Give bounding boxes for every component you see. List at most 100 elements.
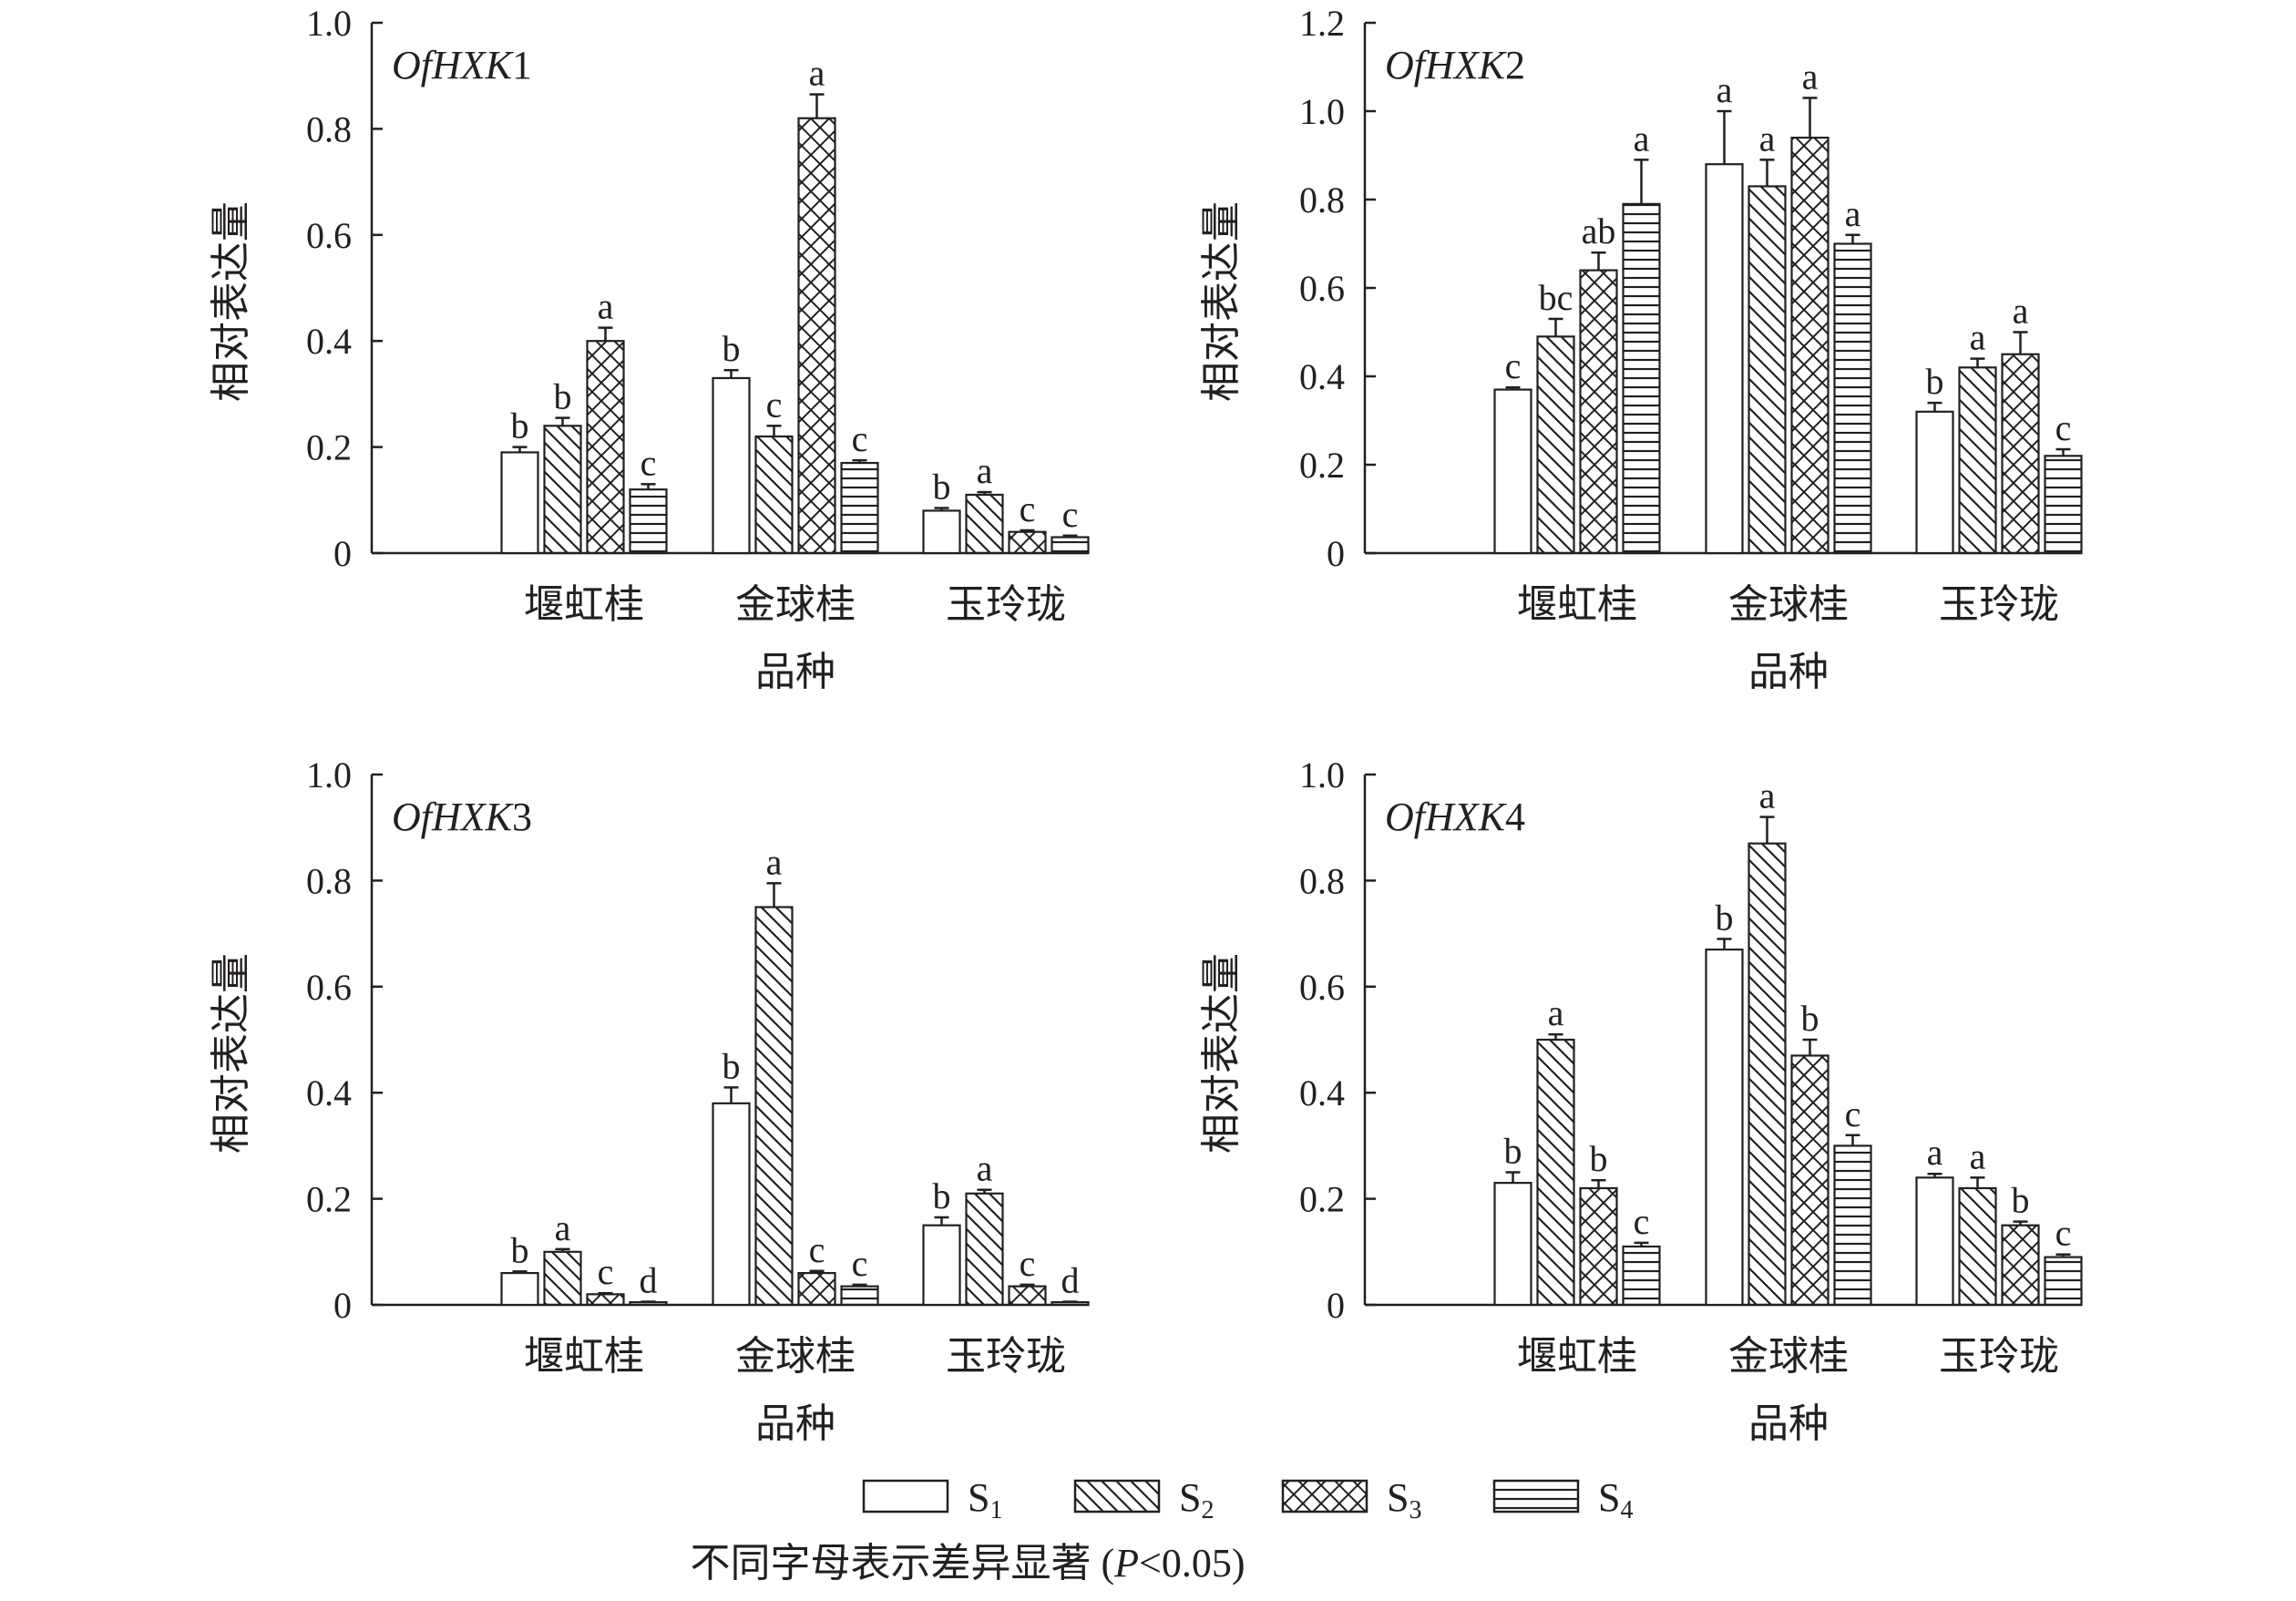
bar-s2-3: [1958, 366, 1997, 555]
gene-label: OfHXK4: [1385, 795, 1525, 839]
bar-s2-1: [1536, 335, 1575, 555]
significance-letter: c: [1020, 1243, 1036, 1284]
y-tick-label: 0: [1327, 533, 1345, 574]
bar-s2-1: [543, 1250, 582, 1307]
significance-letter: c: [852, 418, 868, 459]
y-tick-label: 0.6: [306, 215, 352, 256]
significance-letter: c: [641, 442, 657, 483]
bar-s3-2: [797, 1271, 836, 1307]
bar-s4-1: [629, 488, 668, 555]
bar-s2-3: [1958, 1186, 1997, 1307]
legend-label-s1: S1: [968, 1475, 1002, 1524]
bar-s4-3: [2044, 1256, 2083, 1307]
bar-s1-3: [922, 1224, 961, 1307]
bar-s4-3: [2044, 455, 2083, 555]
bar-s4-2: [840, 1285, 879, 1307]
y-axis-label: 相对表达量: [1199, 201, 1244, 402]
significance-letter: b: [511, 405, 529, 446]
significance-letter: c: [1062, 494, 1079, 535]
significance-letter: d: [1061, 1260, 1080, 1301]
bar-s1-3: [1915, 410, 1954, 555]
bar-s1-3: [922, 509, 961, 555]
x-tick-label: 堰虹桂: [1517, 582, 1637, 627]
significance-letter: c: [2055, 1213, 2072, 1254]
y-tick-label: 0.6: [1299, 268, 1345, 309]
significance-letter: b: [723, 328, 741, 369]
significance-letter: ab: [1582, 210, 1616, 251]
y-tick-label: 0.2: [1299, 445, 1345, 486]
legend-swatch-s1: [862, 1479, 949, 1514]
bar-s2-2: [1748, 842, 1787, 1307]
bar-s3-3: [1008, 530, 1047, 555]
bar-s3-1: [586, 1293, 625, 1307]
significance-letter: c: [598, 1251, 614, 1292]
x-axis-label: 品种: [1748, 650, 1829, 694]
bar-s1-1: [1493, 1182, 1532, 1307]
y-tick-label: 0.4: [306, 321, 352, 362]
x-axis-label: 品种: [755, 650, 835, 694]
bar-s2-1: [1536, 1038, 1575, 1307]
gene-label: OfHXK1: [392, 43, 532, 87]
bar-s1-1: [1493, 388, 1532, 555]
bar-s3-2: [797, 117, 836, 555]
footnote: 不同字母表示差异显著 (P<0.05): [690, 1541, 1245, 1586]
significance-letter: b: [1504, 1131, 1522, 1172]
bar-s4-3: [1051, 536, 1090, 555]
bar-s4-1: [1622, 202, 1661, 555]
significance-letter: d: [640, 1260, 658, 1301]
significance-letter: a: [1548, 992, 1564, 1033]
y-tick-label: 0.2: [306, 427, 352, 468]
significance-letter: a: [1717, 69, 1733, 110]
y-tick-label: 0: [1327, 1285, 1345, 1326]
significance-letter: a: [598, 286, 614, 327]
y-tick-label: 0.2: [306, 1179, 352, 1220]
gene-label: OfHXK3: [392, 795, 532, 839]
bar-s2-3: [965, 1192, 1004, 1307]
bar-s2-1: [543, 425, 582, 555]
bar-s3-1: [586, 340, 625, 555]
y-tick-label: 0.4: [1299, 1072, 1345, 1114]
significance-letter: b: [511, 1229, 529, 1270]
chart-panel-1: 00.20.40.60.81.0相对表达量OfHXK1堰虹桂bbac金球桂bca…: [209, 3, 1090, 694]
x-axis-label: 品种: [755, 1401, 835, 1446]
legend-label-s4: S4: [1598, 1475, 1633, 1524]
bar-s1-1: [500, 451, 539, 555]
significance-letter: a: [1759, 118, 1776, 159]
significance-letter: b: [1801, 998, 1819, 1039]
legend: S1 S2 S3 S4: [862, 1475, 1633, 1524]
y-tick-label: 0.8: [1299, 180, 1345, 221]
significance-letter: b: [933, 467, 951, 508]
bar-s1-2: [712, 1102, 751, 1307]
y-tick-label: 1.2: [1299, 3, 1345, 44]
x-tick-label: 堰虹桂: [1517, 1334, 1637, 1379]
x-tick-label: 堰虹桂: [524, 1334, 644, 1379]
significance-letter: a: [2013, 291, 2029, 332]
bar-s2-2: [1748, 185, 1787, 555]
y-tick-label: 0: [333, 533, 352, 574]
y-axis-label: 相对表达量: [209, 953, 253, 1154]
x-tick-label: 玉玲珑: [946, 1334, 1066, 1379]
y-axis-label: 相对表达量: [1199, 953, 1244, 1154]
bar-s1-3: [1915, 1176, 1954, 1307]
x-tick-label: 玉玲珑: [1939, 1334, 2059, 1379]
significance-letter: b: [723, 1045, 741, 1086]
legend-label-s3: S3: [1387, 1475, 1421, 1524]
bar-s2-2: [754, 906, 794, 1307]
significance-letter: c: [1505, 345, 1522, 386]
significance-letter: b: [554, 376, 572, 417]
bar-s4-2: [1833, 242, 1872, 555]
x-tick-label: 堰虹桂: [524, 582, 644, 627]
y-tick-label: 1.0: [1299, 91, 1345, 132]
significance-letter: c: [852, 1243, 868, 1284]
bar-s1-2: [1705, 948, 1744, 1307]
significance-letter: a: [977, 1148, 993, 1189]
significance-letter: a: [977, 450, 993, 491]
significance-letter: a: [766, 841, 783, 882]
y-tick-label: 1.0: [306, 3, 352, 44]
significance-letter: c: [1020, 488, 1036, 529]
significance-letter: b: [1590, 1138, 1608, 1179]
y-tick-label: 0.8: [306, 108, 352, 149]
gene-label: OfHXK2: [1385, 43, 1525, 87]
significance-letter: c: [766, 384, 783, 425]
